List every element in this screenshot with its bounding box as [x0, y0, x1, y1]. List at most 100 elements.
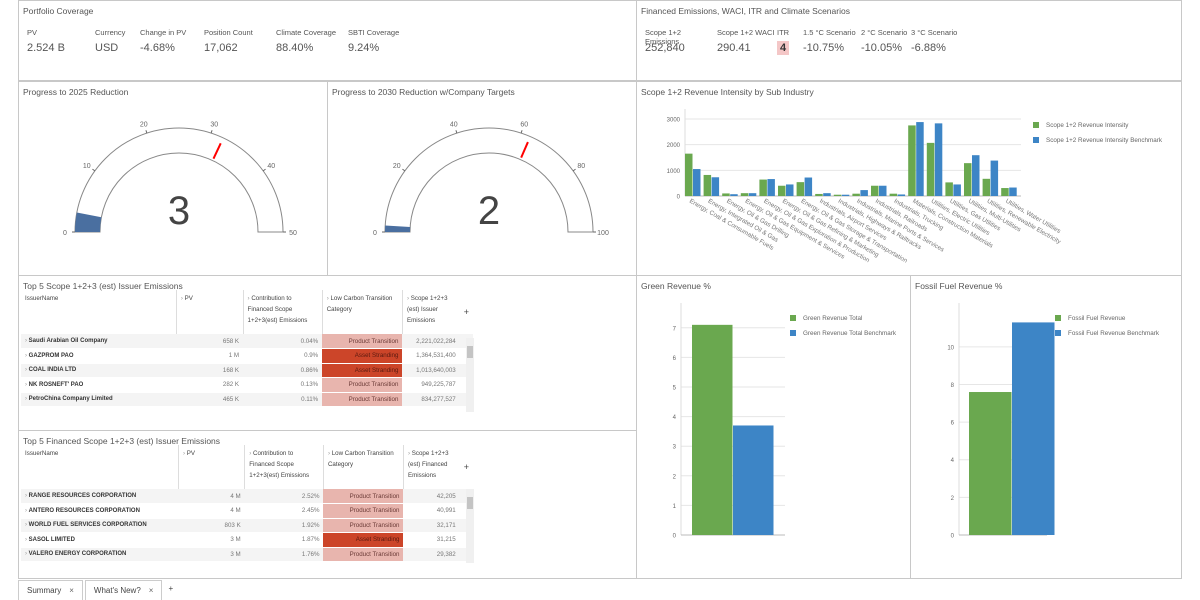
column-header[interactable]: IssuerName	[21, 445, 179, 489]
legend-label[interactable]: Green Revenue Total	[803, 315, 862, 322]
bar-value[interactable]	[703, 174, 712, 196]
bar-value[interactable]	[871, 185, 879, 196]
kpi-value: 290.41	[717, 42, 777, 54]
contribution-cell: 0.04%	[243, 334, 323, 349]
bar-value[interactable]	[969, 392, 1012, 535]
bar-benchmark[interactable]	[767, 179, 775, 196]
close-icon[interactable]: ×	[148, 586, 154, 595]
kpi-value: -4.68%	[140, 42, 204, 54]
table-scrollbar[interactable]	[466, 338, 474, 412]
bar-value[interactable]	[889, 193, 898, 196]
scrollbar-thumb[interactable]	[467, 346, 473, 358]
bar-benchmark[interactable]	[841, 194, 850, 196]
bar-benchmark[interactable]	[730, 194, 738, 196]
tab-whats-new[interactable]: What's New? ×	[84, 580, 163, 600]
cell-text: 658 K	[222, 337, 240, 345]
panel-title: Progress to 2030 Reduction w/Company Tar…	[332, 87, 515, 97]
bar-benchmark[interactable]	[860, 190, 868, 196]
column-header[interactable]: › Contribution to Financed Scope 1+2+3(e…	[242, 290, 323, 334]
add-tab-button[interactable]: +	[168, 584, 174, 593]
table-row[interactable]: › NK ROSNEFT' PAO 282 K 0.13% Product Trans…	[21, 377, 473, 393]
legend-label[interactable]: Fossil Fuel Revenue	[1068, 315, 1126, 322]
bar-value[interactable]	[740, 193, 749, 196]
emissions-cell: 949,225,787	[402, 377, 460, 393]
column-header[interactable]: › PV	[175, 290, 244, 334]
bar-benchmark[interactable]	[733, 425, 774, 535]
table-scrollbar[interactable]	[466, 489, 474, 563]
table-row[interactable]: › GAZPROM PAO 1 M 0.9% Asset Stranding 1,364…	[21, 348, 473, 364]
column-header-label: Contribution to Financed Scope 1+2+3(est…	[247, 295, 308, 324]
bar-value[interactable]	[796, 182, 805, 196]
bar-benchmark[interactable]	[786, 184, 794, 196]
table-row[interactable]: › WORLD FUEL SERVICES CORPORATION 803 K 1.…	[21, 518, 473, 533]
gauge-tick	[262, 168, 266, 172]
legend-label[interactable]: Scope 1+2 Revenue Intensity	[1046, 122, 1129, 129]
bar-benchmark[interactable]	[990, 160, 999, 196]
bar-value[interactable]	[982, 178, 991, 196]
bar-value[interactable]	[945, 182, 953, 196]
bar-benchmark[interactable]	[934, 123, 943, 196]
transition-category-cell: Product Transition	[323, 518, 404, 533]
scrollbar-thumb[interactable]	[467, 497, 473, 509]
bar-value[interactable]	[778, 185, 786, 196]
column-header[interactable]: › Scope 1+2+3 (est) Financed Emissions	[402, 445, 460, 489]
bar-value[interactable]	[722, 193, 730, 196]
column-header[interactable]: › PV	[177, 445, 245, 489]
bar-value[interactable]	[908, 125, 916, 196]
add-column-button[interactable]: +	[463, 461, 469, 472]
legend-swatch	[1033, 122, 1039, 128]
y-tick-label: 1000	[667, 169, 681, 175]
emissions-cell: 1,364,531,400	[402, 348, 460, 364]
issuer-table: IssuerName › PV › Contribution to Financed…	[21, 290, 473, 407]
bar-value[interactable]	[926, 142, 935, 196]
column-header[interactable]: › Contribution to Financed Scope 1+2+3(e…	[244, 445, 324, 489]
bar-benchmark[interactable]	[1012, 322, 1055, 535]
column-header[interactable]: › Low Carbon Transition Category	[321, 290, 403, 334]
contribution-cell: 1.92%	[244, 518, 324, 533]
table-row[interactable]: › ANTERO RESOURCES CORPORATION 4 M 2.45% Pr…	[21, 503, 473, 519]
table-row[interactable]: › SASOL LIMITED 3 M 1.87% Asset Stranding 31…	[21, 532, 473, 548]
bar-value[interactable]	[964, 163, 972, 196]
bar-benchmark[interactable]	[804, 177, 813, 196]
bar-benchmark[interactable]	[711, 177, 720, 196]
bar-benchmark[interactable]	[693, 169, 701, 196]
legend-label[interactable]: Fossil Fuel Revenue Benchmark	[1068, 330, 1160, 337]
bar-value[interactable]	[815, 193, 823, 196]
sheet-tabs: Summary × What's New? × +	[18, 580, 177, 600]
close-icon[interactable]: ×	[69, 586, 74, 595]
bar-benchmark[interactable]	[748, 193, 757, 196]
bar-value[interactable]	[1001, 188, 1009, 196]
column-header-label: IssuerName	[25, 450, 59, 457]
legend-label[interactable]: Green Revenue Total Benchmark	[803, 330, 897, 337]
bar-benchmark[interactable]	[972, 155, 980, 196]
column-header[interactable]: IssuerName	[21, 290, 176, 334]
table-row[interactable]: › PetroChina Company Limited 465 K 0.11% Pr…	[21, 392, 473, 407]
bar-value[interactable]	[692, 324, 733, 535]
panel-title: Green Revenue %	[641, 281, 711, 291]
bar-benchmark[interactable]	[879, 185, 887, 196]
tab-summary[interactable]: Summary ×	[18, 580, 83, 600]
bar-benchmark[interactable]	[916, 122, 924, 196]
column-header[interactable]: › Low Carbon Transition Category	[322, 445, 404, 489]
bar-value[interactable]	[852, 193, 860, 196]
legend-label[interactable]: Scope 1+2 Revenue Intensity Benchmark	[1046, 137, 1163, 144]
emissions-cell: 42,205	[403, 489, 460, 504]
bar-value[interactable]	[685, 153, 693, 196]
kpi-sbti-coverage: SBTI Coverage 9.24%	[348, 28, 418, 54]
add-column-button[interactable]: +	[463, 306, 469, 317]
bar-value[interactable]	[833, 194, 842, 196]
bar-benchmark[interactable]	[823, 193, 831, 196]
table-row[interactable]: › Saudi Arabian Oil Company 658 K 0.04% Pro…	[21, 334, 473, 349]
bar-benchmark[interactable]	[953, 184, 961, 196]
kpi-position-count: Position Count 17,062	[204, 28, 276, 54]
table-row[interactable]: › COAL INDIA LTD 168 K 0.86% Asset Strandin…	[21, 363, 473, 378]
bar-benchmark[interactable]	[897, 194, 906, 196]
bar-value[interactable]	[759, 179, 767, 196]
kpi-value-text: USD	[95, 42, 119, 54]
bar-benchmark[interactable]	[1009, 187, 1017, 196]
table-row[interactable]: › VALERO ENERGY CORPORATION 3 M 1.76% Produ…	[21, 547, 473, 562]
table-row[interactable]: › RANGE RESOURCES CORPORATION 4 M 2.52% Pro…	[21, 489, 473, 504]
column-header[interactable]: › Scope 1+2+3 (est) Issuer Emissions	[401, 290, 460, 334]
issuer-name-cell: › Saudi Arabian Oil Company	[21, 334, 177, 349]
